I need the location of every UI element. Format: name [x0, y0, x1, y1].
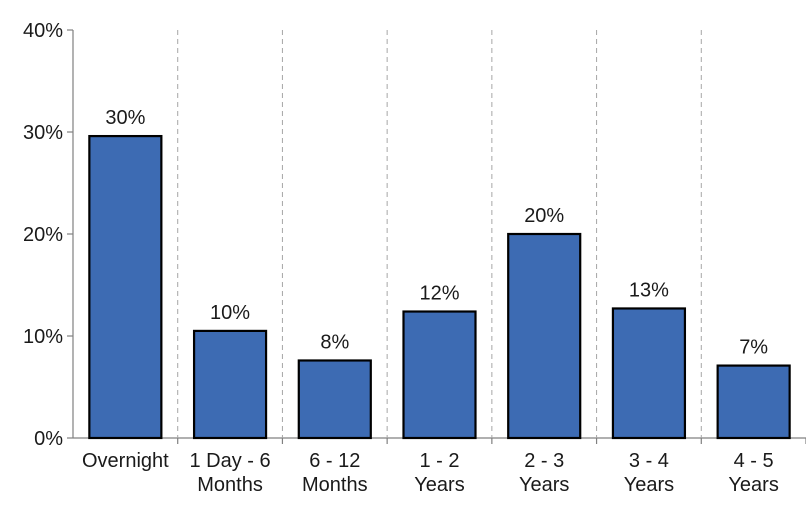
bar — [297, 359, 372, 440]
data-label: 7% — [739, 337, 768, 359]
category-label-line: Years — [624, 474, 674, 496]
category-label-line: Years — [414, 474, 464, 496]
category-label-line: 6 - 12 — [309, 450, 360, 472]
category-label-line: 1 - 2 — [419, 450, 459, 472]
category-label: 6 - 12 Months — [302, 450, 368, 496]
bar — [716, 364, 791, 440]
category-label-line: 2 - 3 — [524, 450, 564, 472]
category-label: Overnight — [82, 450, 169, 472]
bar — [402, 310, 477, 440]
bar — [88, 134, 163, 440]
data-label: 10% — [210, 302, 250, 324]
category-label-line: 3 - 4 — [629, 450, 669, 472]
y-tick-label: 40% — [23, 20, 63, 42]
category-label: 4 - 5 Years — [728, 450, 778, 496]
category-label-line: Overnight — [82, 450, 169, 472]
data-label: 20% — [524, 205, 564, 227]
category-label-line: Years — [519, 474, 569, 496]
bar — [507, 232, 582, 440]
bars-layer — [88, 134, 791, 440]
category-label-line: Years — [728, 474, 778, 496]
bar — [611, 307, 687, 440]
category-separators — [177, 30, 702, 438]
category-label: 3 - 4 Years — [624, 450, 674, 496]
category-label-line: 1 Day - 6 — [189, 450, 270, 472]
category-label: 1 Day - 6 Months — [189, 450, 270, 496]
y-tick-label: 0% — [34, 428, 63, 450]
category-label: 2 - 3 Years — [519, 450, 569, 496]
category-label-line: Months — [197, 474, 263, 496]
category-label: 1 - 2 Years — [414, 450, 464, 496]
y-tick-label: 30% — [23, 122, 63, 144]
y-tick-label: 20% — [23, 224, 63, 246]
bar — [192, 329, 268, 440]
data-label: 8% — [320, 331, 349, 353]
data-label: 13% — [629, 279, 669, 301]
data-label: 12% — [419, 283, 459, 305]
category-label-line: 4 - 5 — [734, 450, 774, 472]
category-label-line: Months — [302, 474, 368, 496]
data-label: 30% — [105, 107, 145, 129]
y-tick-label: 10% — [23, 326, 63, 348]
